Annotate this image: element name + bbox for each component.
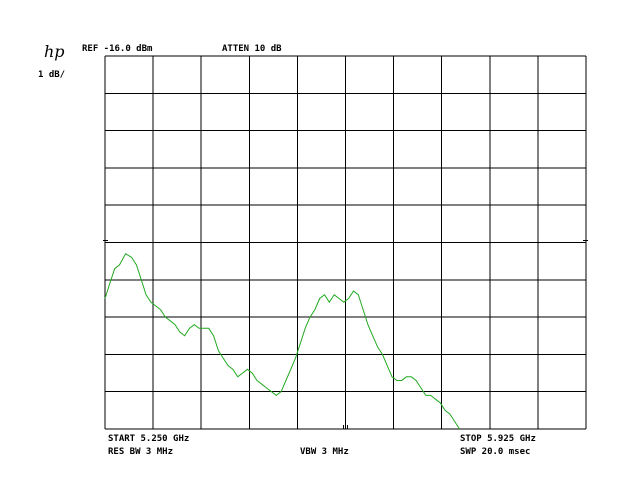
grid [104, 55, 587, 430]
scale-label: 1 dB/ [38, 70, 66, 80]
start-frequency-label: START 5.250 GHz [108, 434, 190, 444]
spectrum-trace [104, 252, 461, 430]
reference-ticks [103, 240, 588, 429]
attenuation-label: ATTEN 10 dB [222, 44, 282, 54]
sweep-time-label: SWP 20.0 msec [460, 447, 531, 457]
res-bw-label: RES BW 3 MHz [108, 447, 174, 457]
ref-level-label: REF -16.0 dBm [82, 44, 153, 54]
hp-logo: hp [44, 42, 65, 61]
stop-frequency-label: STOP 5.925 GHz [460, 434, 536, 444]
vbw-label: VBW 3 MHz [300, 447, 349, 457]
